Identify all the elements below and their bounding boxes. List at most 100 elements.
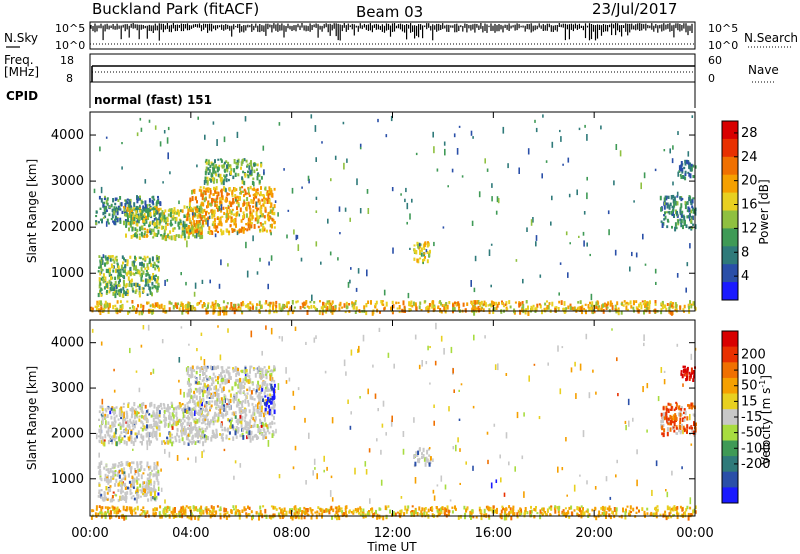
velocity-echo-cell <box>163 406 166 410</box>
velocity-echo-cell <box>262 423 265 427</box>
power-echo-cell <box>645 306 648 311</box>
power-echo-cell <box>680 213 683 218</box>
power-echo-cell <box>308 178 310 184</box>
velocity-echo-cell <box>155 426 158 430</box>
velocity-echo-cell <box>690 367 693 373</box>
velocity-echo-cell <box>178 438 181 443</box>
velocity-echo-cell <box>635 511 638 514</box>
power-echo-cell <box>163 214 166 219</box>
power-echo-cell <box>100 306 103 310</box>
velocity-echo-cell <box>241 409 244 414</box>
power-echo-cell <box>268 188 271 193</box>
velocity-echo-cell <box>629 505 632 510</box>
velocity-echo-cell <box>505 513 508 516</box>
velocity-echo-cell <box>341 512 344 517</box>
velocity-echo-cell <box>191 373 194 378</box>
velocity-echo-cell <box>352 512 355 515</box>
power-echo-cell <box>418 305 421 310</box>
power-echo-cell <box>119 271 122 276</box>
power-echo-cell <box>132 272 135 276</box>
power-echo-cell <box>259 191 262 196</box>
power-echo-cell <box>458 308 460 311</box>
power-echo-cell <box>144 267 147 270</box>
velocity-echo-cell <box>145 493 148 497</box>
velocity-echo-cell <box>220 414 223 417</box>
power-echo-cell <box>411 198 413 203</box>
power-echo-cell <box>551 195 553 201</box>
power-echo-cell <box>423 252 426 255</box>
power-echo-cell <box>131 264 134 267</box>
power-echo-cell <box>126 293 129 297</box>
power-echo-cell <box>363 305 366 310</box>
power-echo-cell <box>385 301 388 307</box>
power-echo-cell <box>615 144 618 150</box>
velocity-echo-cell <box>429 456 432 461</box>
power-echo-cell <box>139 256 142 260</box>
velocity-echo-cell <box>387 505 390 508</box>
power-echo-cell <box>321 310 324 316</box>
power-echo-cell <box>551 141 554 148</box>
power-echo-cell <box>453 133 456 138</box>
power-echo-cell <box>108 302 111 308</box>
power-echo-cell <box>668 310 671 314</box>
power-echo-cell <box>643 310 645 315</box>
power-echo-cell <box>139 195 141 200</box>
power-echo-cell <box>279 307 282 311</box>
velocity-echo-cell <box>247 427 250 431</box>
velocity-echo-cell <box>625 508 627 513</box>
velocity-echo-cell <box>227 370 230 374</box>
velocity-echo-cell <box>673 408 676 412</box>
power-echo-cell <box>142 215 145 221</box>
velocity-echo-cell <box>125 431 128 435</box>
velocity-echo-cell <box>118 436 121 442</box>
velocity-echo-cell <box>229 376 232 380</box>
power-echo-cell <box>331 300 334 304</box>
power-echo-cell <box>129 266 132 272</box>
power-echo-cell <box>131 300 134 304</box>
velocity-echo-cell <box>188 393 191 397</box>
power-echo-cell <box>208 226 211 231</box>
velocity-echo-cell <box>679 412 682 417</box>
power-echo-cell <box>454 301 456 305</box>
power-echo-cell <box>427 242 430 247</box>
power-echo-cell <box>525 300 528 304</box>
power-echo-cell <box>250 222 253 225</box>
power-colorbar-swatch <box>722 192 738 211</box>
power-echo-cell <box>121 166 123 170</box>
power-echo-cell <box>126 262 129 267</box>
velocity-echo-cell <box>111 476 114 480</box>
power-echo-cell <box>164 209 167 213</box>
power-echo-cell <box>527 305 529 310</box>
velocity-echo-cell <box>146 477 149 482</box>
velocity-echo-cell <box>219 506 222 511</box>
velocity-echo-cell <box>568 515 571 519</box>
velocity-echo-cell <box>258 365 260 369</box>
power-echo-cell <box>447 185 449 188</box>
power-echo-cell <box>206 176 209 180</box>
power-echo-cell <box>105 209 108 212</box>
velocity-echo-cell <box>157 481 160 486</box>
velocity-echo-cell <box>680 372 683 376</box>
power-echo-cell <box>689 167 692 172</box>
power-echo-cell <box>206 180 209 186</box>
power-echo-cell <box>123 283 126 287</box>
power-echo-cell <box>142 263 145 268</box>
power-echo-cell <box>244 228 247 231</box>
velocity-echo-cell <box>163 419 166 422</box>
velocity-echo-cell <box>139 513 142 517</box>
power-echo-cell <box>236 231 239 236</box>
power-echo-cell <box>206 187 209 192</box>
velocity-echo-cell <box>188 410 190 413</box>
velocity-echo-cell <box>168 421 171 425</box>
power-echo-cell <box>583 307 586 310</box>
velocity-echo-cell <box>147 431 149 437</box>
velocity-echo-cell <box>214 400 217 404</box>
power-echo-cell <box>470 300 473 304</box>
velocity-echo-cell <box>666 505 669 511</box>
power-echo-cell <box>260 186 262 190</box>
power-echo-cell <box>266 229 268 233</box>
power-echo-cell <box>136 222 139 227</box>
power-echo-cell <box>682 308 685 312</box>
nave-tick-bottom: 0 <box>708 72 715 85</box>
velocity-echo-cell <box>211 396 214 399</box>
